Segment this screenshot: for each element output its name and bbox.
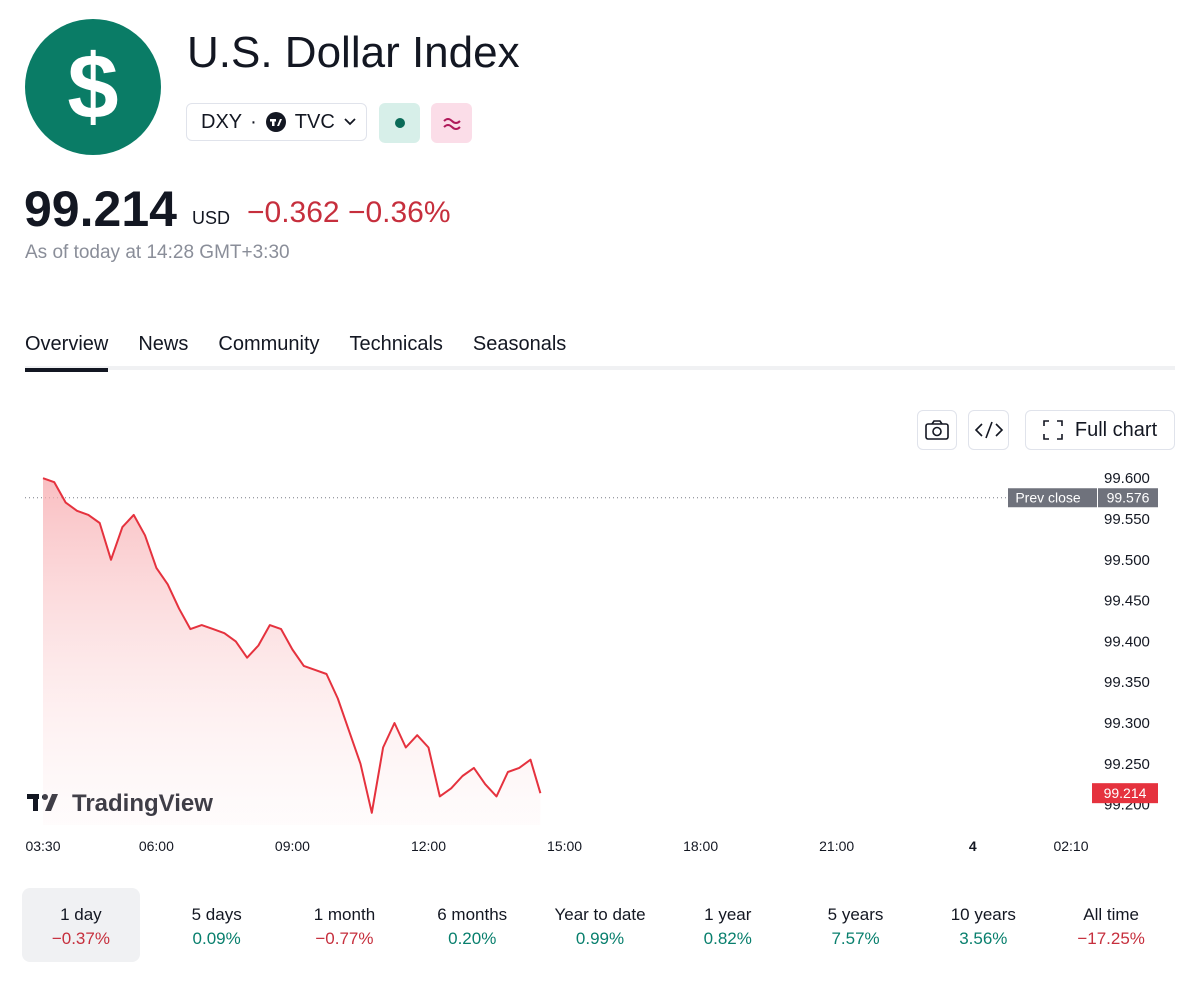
chevron: [344, 118, 356, 126]
area: [43, 478, 541, 825]
period-button[interactable]: 5 days 0.09%: [158, 888, 276, 962]
change-abs: −0.362: [247, 196, 340, 229]
period-change: −0.37%: [51, 929, 110, 948]
watermark-logo: [33, 794, 38, 811]
approx-icon: [442, 118, 461, 130]
period-label: 1 month: [313, 905, 376, 924]
tab-rail: [25, 366, 1175, 370]
period-change: −17.25%: [1077, 929, 1145, 948]
x-tick-label: 12:00: [411, 838, 446, 854]
x-tick-label: 4: [969, 838, 977, 854]
period-button[interactable]: 10 years 3.56%: [924, 888, 1042, 962]
period-label: 1 day: [60, 905, 102, 924]
y-tick-label: 99.600: [1104, 470, 1150, 487]
last-price: 99.214: [1104, 785, 1147, 801]
code-icon: [974, 421, 1003, 439]
tab[interactable]: Overview: [25, 333, 109, 372]
snapshot-button[interactable]: [917, 410, 957, 450]
price-line: [42, 477, 542, 814]
y-tick-label: 99.550: [1104, 511, 1150, 528]
period-button[interactable]: 1 day −0.37%: [21, 888, 140, 962]
period-label: All time: [1083, 905, 1139, 924]
period-label: 1 year: [704, 905, 752, 924]
y-tick-label: 99.500: [1104, 552, 1150, 569]
status-dot: [394, 118, 405, 128]
period-change: 0.20%: [448, 929, 497, 948]
last-price-tag: [1092, 783, 1158, 804]
prev-close-label: Prev close: [1015, 490, 1081, 506]
market-open-badge[interactable]: [379, 103, 420, 143]
symbol: DXY: [201, 110, 243, 133]
tab[interactable]: Seasonals: [472, 333, 567, 355]
full-chart-label: Full chart: [1074, 418, 1158, 441]
price: 99.214: [24, 181, 177, 237]
period-label: 6 months: [437, 905, 508, 924]
period-change: 0.99%: [575, 929, 625, 948]
x-tick-label: 18:00: [683, 838, 718, 854]
tab[interactable]: Community: [218, 333, 320, 355]
tab[interactable]: News: [138, 333, 189, 355]
expand-icon: [1043, 420, 1063, 440]
title: U.S. Dollar Index: [187, 28, 520, 77]
period-button[interactable]: 5 years 7.57%: [797, 888, 915, 962]
period-button[interactable]: 1 month −0.77%: [285, 888, 403, 962]
period-button[interactable]: All time −17.25%: [1052, 888, 1170, 962]
y-tick-label: 99.350: [1104, 674, 1150, 691]
period-button[interactable]: Year to date 0.99%: [541, 888, 659, 962]
x-tick-label: 09:00: [275, 838, 310, 854]
period-label: 5 days: [191, 905, 242, 924]
tabs: Overview News Community Technicals Seasonals: [25, 333, 566, 372]
y-tick-label: 99.250: [1104, 756, 1150, 773]
delayed-badge[interactable]: [431, 103, 472, 143]
exchange-icon: [265, 112, 286, 132]
chart: 99.600 99.550 99.500 99.450 99.400 99.350 99.3…: [25, 470, 1158, 854]
y-tick-label: 99.300: [1104, 715, 1150, 732]
separator: ·: [250, 110, 257, 133]
period-button[interactable]: 6 months 0.20%: [413, 888, 531, 962]
logo: $: [25, 19, 161, 155]
as-of: As of today at 14:28 GMT+3:30: [25, 242, 290, 263]
change-pct: −0.36%: [347, 196, 451, 229]
x-tick-label: 15:00: [547, 838, 582, 854]
period-change: −0.77%: [315, 929, 374, 948]
tab[interactable]: Technicals: [349, 333, 443, 355]
camera-icon: [925, 420, 949, 440]
x-tick-label: 21:00: [819, 838, 854, 854]
period-change: 7.57%: [831, 929, 880, 948]
prev-close-value: 99.576: [1107, 490, 1150, 506]
full-chart-button[interactable]: Full chart: [1025, 410, 1175, 450]
x-tick-label: 02:10: [1053, 838, 1088, 854]
prev-close-tag: [1008, 488, 1097, 508]
period-label: Year to date: [554, 905, 646, 924]
y-tick-label: 99.400: [1104, 633, 1150, 650]
y-tick-label: 99.450: [1104, 593, 1150, 610]
period-bar: 1 day −0.37% 5 days 0.09% 1 month −0.77% 6 mon…: [21, 888, 1175, 962]
period-change: 0.82%: [703, 929, 752, 948]
exchange: TVC: [294, 110, 335, 133]
period-label: 5 years: [827, 905, 884, 924]
period-button[interactable]: 1 year 0.82%: [669, 888, 787, 962]
prev-close-value-tag: [1098, 488, 1158, 508]
x-tick-label: 06:00: [139, 838, 174, 854]
period-label: 10 years: [950, 905, 1016, 924]
currency: USD: [192, 208, 231, 228]
period-change: 0.09%: [192, 929, 241, 948]
change: −0.362 −0.36%: [247, 196, 451, 230]
x-tick-label: 03:30: [25, 838, 60, 854]
embed-button[interactable]: [968, 410, 1009, 450]
symbol-pill[interactable]: DXY · TVC: [186, 103, 367, 141]
period-change: 3.56%: [959, 929, 1008, 948]
